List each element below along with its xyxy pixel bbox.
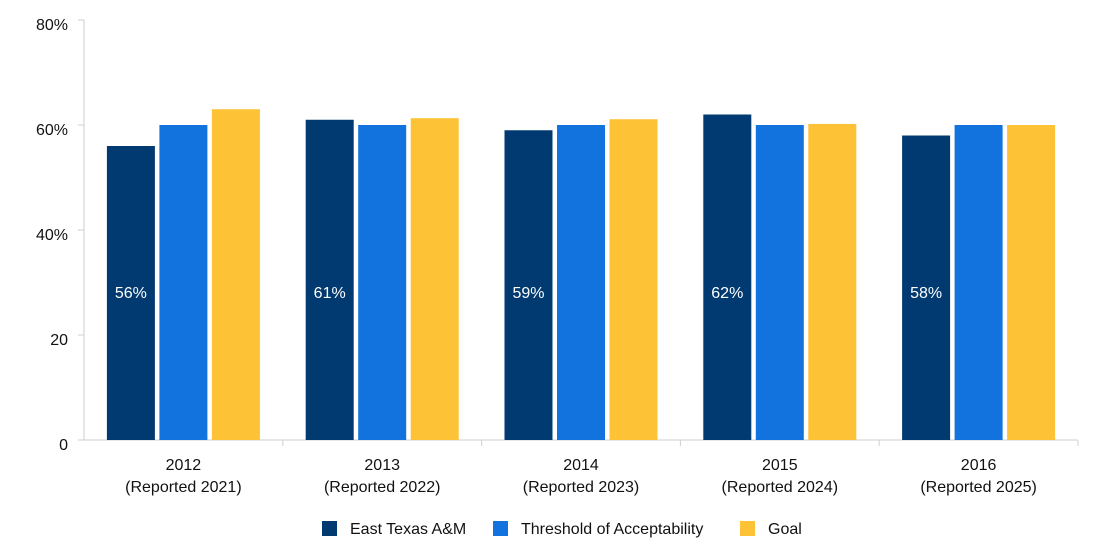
bar xyxy=(358,125,407,440)
legend-swatch xyxy=(740,521,755,536)
x-tick-label: 2013 (Reported 2022) xyxy=(324,457,441,496)
bar xyxy=(211,109,260,440)
value-label: 59% xyxy=(512,285,544,302)
y-tick-label: 80% xyxy=(36,17,68,34)
value-label: 56% xyxy=(115,285,147,302)
bar xyxy=(808,123,857,440)
x-tick-label: 2014 (Reported 2023) xyxy=(523,457,640,496)
value-label: 61% xyxy=(314,285,346,302)
x-tick-label: 2015 (Reported 2024) xyxy=(722,457,839,496)
legend-label: East Texas A&M xyxy=(350,521,466,538)
value-label: 62% xyxy=(711,285,743,302)
y-tick-label: 0 xyxy=(59,437,68,454)
bar xyxy=(902,135,951,440)
bar xyxy=(1007,125,1056,440)
legend-swatch xyxy=(322,521,337,536)
bar xyxy=(305,119,354,440)
bar xyxy=(557,125,605,440)
bar xyxy=(159,125,208,440)
y-tick-label: 40% xyxy=(36,227,68,244)
y-tick-label: 60% xyxy=(36,122,68,139)
legend-label: Threshold of Acceptability xyxy=(521,521,703,538)
legend-swatch xyxy=(493,521,508,536)
x-tick-label: 2016 (Reported 2025) xyxy=(920,457,1037,496)
bar xyxy=(106,146,155,440)
bar xyxy=(504,130,553,440)
value-label: 58% xyxy=(910,285,942,302)
bar xyxy=(755,125,804,440)
y-tick-label: 20 xyxy=(50,332,68,349)
bar xyxy=(703,114,752,440)
bar xyxy=(410,118,459,441)
legend-label: Goal xyxy=(768,521,802,538)
bar xyxy=(609,119,658,440)
x-tick-label: 2012 (Reported 2021) xyxy=(125,457,242,496)
bar xyxy=(954,125,1003,440)
